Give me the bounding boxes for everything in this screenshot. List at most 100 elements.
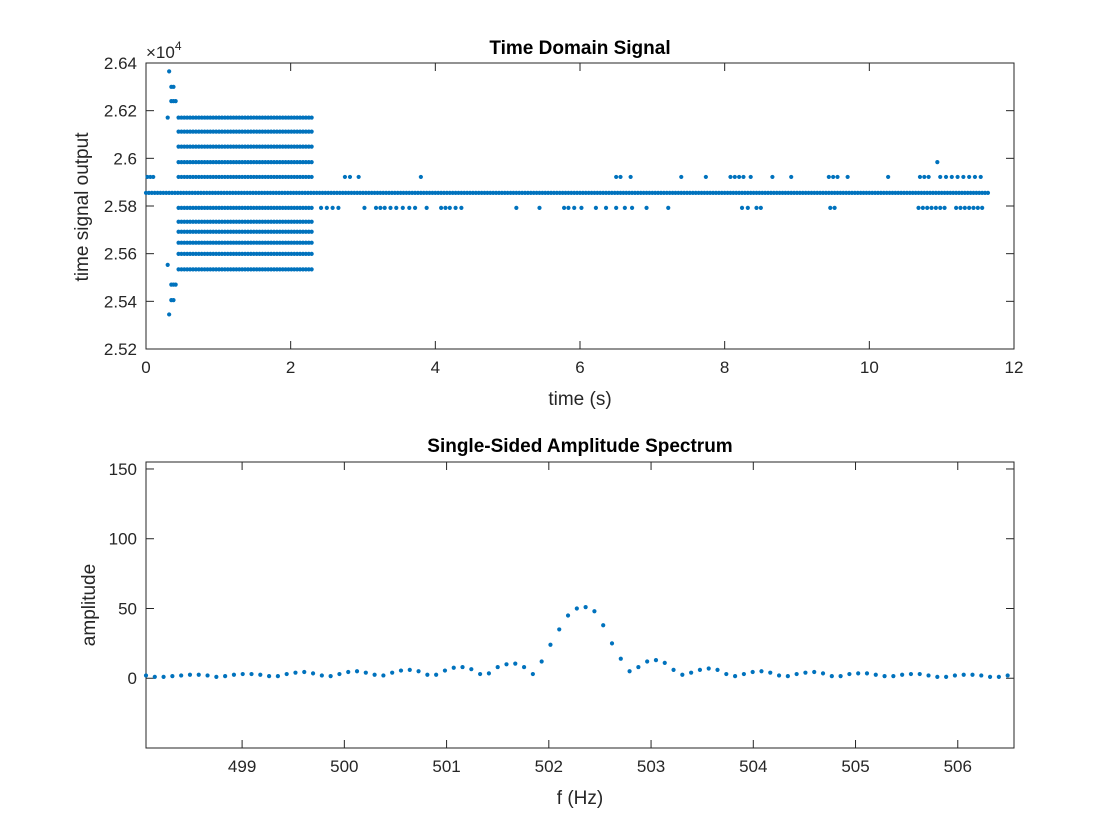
band-point: [225, 115, 230, 120]
band-point: [280, 205, 285, 211]
baseline-point: [224, 190, 230, 195]
baseline-point: [682, 190, 687, 195]
baseline-point: [485, 190, 490, 195]
band-point: [219, 174, 225, 180]
baseline-point: [456, 190, 461, 195]
baseline-point: [410, 190, 415, 195]
band-point: [245, 205, 251, 211]
band-point: [269, 240, 274, 245]
band-point: [196, 229, 201, 234]
band-point: [286, 205, 291, 211]
band-point: [231, 267, 236, 272]
baseline-point: [661, 190, 667, 195]
band-point: [185, 219, 190, 224]
spectrum-point: [724, 671, 729, 677]
band-point: [260, 129, 265, 134]
spectrum-point: [223, 674, 228, 679]
baseline-point: [430, 190, 435, 195]
band-point: [216, 129, 222, 134]
band-point: [216, 115, 222, 120]
band-point: [202, 267, 207, 272]
baseline-point: [511, 190, 516, 195]
band-point: [190, 144, 196, 149]
band-point: [289, 229, 294, 234]
band-point: [208, 144, 213, 149]
spectrum-ticks: 499 500 501 502 503 504 505 506 0 50 100 150: [109, 460, 1014, 776]
spectrum-point: [803, 670, 808, 675]
band-point: [208, 160, 213, 165]
band-point: [237, 229, 242, 234]
band-point: [303, 219, 308, 224]
band-point: [271, 144, 277, 149]
band-point: [303, 144, 308, 149]
baseline-point: [433, 190, 438, 195]
baseline-point: [705, 190, 710, 195]
band-point: [280, 219, 285, 224]
baseline-point: [852, 190, 857, 195]
band-point: [251, 229, 256, 234]
baseline-point: [250, 190, 256, 195]
band-point: [188, 251, 193, 257]
spectrum-axes: 499 500 501 502 503 504 505 506 0 50 100 150 Single…: [79, 436, 1015, 809]
band-point: [295, 144, 300, 149]
band-point: [237, 267, 242, 272]
baseline-point: [609, 190, 614, 195]
data-point: [962, 205, 967, 211]
band-point: [205, 251, 210, 257]
band-point: [309, 229, 314, 234]
band-point: [231, 219, 236, 224]
band-point: [208, 267, 213, 272]
baseline-point: [149, 190, 154, 195]
data-point: [666, 205, 671, 211]
band-point: [176, 229, 181, 234]
baseline-point: [268, 190, 273, 195]
band-point: [254, 144, 259, 149]
band-point: [214, 144, 219, 149]
spectrum-point: [759, 669, 764, 674]
band-point: [231, 251, 236, 257]
baseline-point: [708, 190, 713, 195]
band-point: [216, 251, 222, 257]
baseline-point: [650, 190, 655, 195]
baseline-point: [832, 190, 837, 195]
band-point: [283, 229, 288, 234]
data-point: [622, 205, 627, 211]
baseline-point: [242, 190, 247, 195]
band-point: [245, 174, 251, 180]
band-point: [202, 174, 207, 180]
band-point: [211, 219, 216, 224]
band-point: [266, 115, 271, 120]
band-point: [216, 205, 222, 211]
band-point: [205, 129, 210, 134]
band-point: [280, 229, 285, 234]
band-point: [280, 251, 285, 257]
band-point: [292, 251, 297, 257]
spectrum-point: [1005, 673, 1010, 678]
data-point: [748, 174, 753, 180]
band-point: [292, 174, 297, 180]
band-point: [292, 229, 297, 234]
band-point: [260, 251, 265, 257]
x-tick-label: 2: [286, 358, 295, 377]
band-point: [188, 240, 193, 245]
baseline-point: [271, 190, 276, 195]
band-point: [179, 267, 184, 272]
band-point: [303, 174, 308, 180]
band-point: [300, 240, 306, 245]
band-point: [231, 144, 236, 149]
band-point: [277, 174, 282, 180]
band-point: [260, 240, 265, 245]
band-point: [208, 129, 213, 134]
y-tick-label: 2.56: [104, 245, 137, 264]
data-point: [447, 205, 452, 211]
band-point: [297, 174, 303, 180]
band-point: [277, 267, 282, 272]
band-point: [289, 160, 294, 165]
baseline-point: [346, 190, 351, 195]
baseline-point: [797, 190, 802, 195]
baseline-point: [586, 190, 591, 195]
band-point: [286, 267, 291, 272]
baseline-point: [884, 190, 889, 195]
baseline-point: [731, 190, 736, 195]
baseline-point: [684, 190, 690, 195]
